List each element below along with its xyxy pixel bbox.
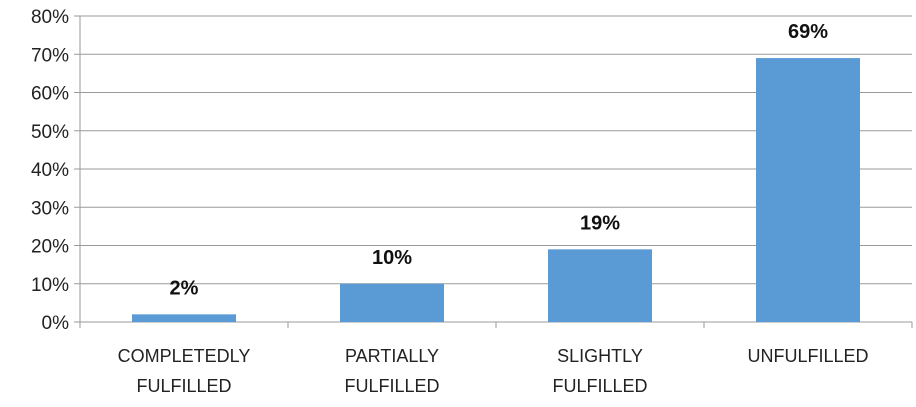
y-tick-label: 20%: [31, 237, 69, 258]
bar: [132, 314, 236, 322]
y-tick-label: 30%: [31, 198, 69, 219]
data-label: 69%: [788, 21, 828, 43]
y-tick-label: 60%: [31, 84, 69, 105]
category-label: COMPLETEDLY FULFILLED: [118, 346, 251, 396]
y-tick-label: 50%: [31, 122, 69, 143]
category-label: UNFULFILLED: [747, 346, 868, 366]
data-label: 2%: [170, 277, 199, 299]
y-tick-label: 40%: [31, 160, 69, 181]
bar: [340, 283, 444, 322]
data-label: 10%: [372, 247, 412, 269]
bar: [548, 249, 652, 322]
category-label: SLIGHTLY FULFILLED: [552, 346, 647, 396]
category-label: PARTIALLY FULFILLED: [344, 346, 439, 396]
y-tick-label: 80%: [31, 7, 69, 28]
y-tick-label: 10%: [31, 275, 69, 296]
y-tick-label: 0%: [42, 313, 70, 334]
bar: [756, 58, 860, 322]
y-tick-label: 70%: [31, 45, 69, 66]
data-label: 19%: [580, 212, 620, 234]
